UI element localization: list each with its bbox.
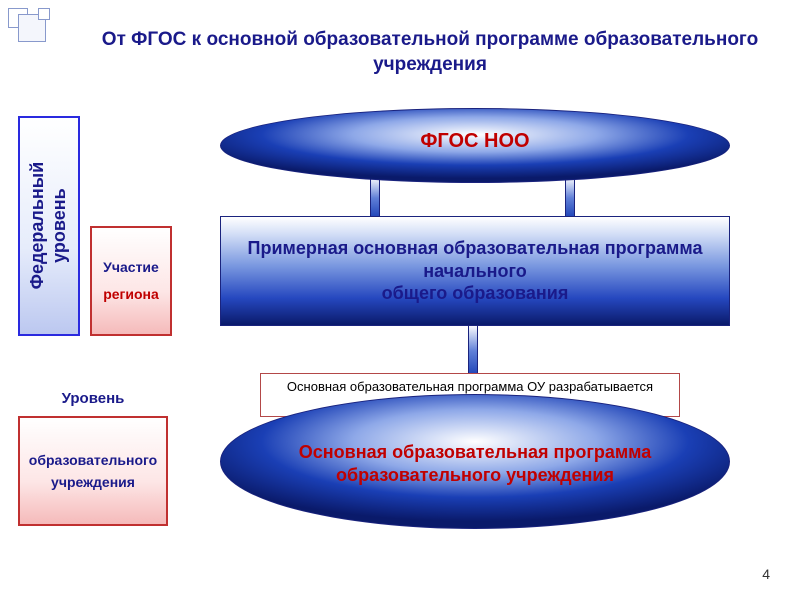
institution-level-text: образовательного учреждения xyxy=(26,449,160,494)
federal-level-box: Федеральныйуровень xyxy=(18,116,80,336)
sample-program-label: Примерная основная образовательная прогр… xyxy=(235,237,715,305)
institution-heading-text: Уровень xyxy=(62,390,125,407)
fgos-ellipse: ФГОС НОО xyxy=(220,108,730,183)
page-number: 4 xyxy=(762,566,770,582)
institution-heading: Уровень xyxy=(18,390,168,407)
region-line1: Участие xyxy=(103,259,159,277)
federal-level-label: Федеральныйуровень xyxy=(27,162,70,290)
connector-top-right xyxy=(565,176,575,220)
fgos-label: ФГОС НОО xyxy=(420,130,529,153)
slide-title: От ФГОС к основной образовательной прогр… xyxy=(100,28,760,77)
main-program-label: Основная образовательная программа образ… xyxy=(221,441,729,486)
institution-level-box: образовательного учреждения xyxy=(18,416,168,526)
sample-program-box: Примерная основная образовательная прогр… xyxy=(220,216,730,326)
region-line2: региона xyxy=(103,286,159,304)
main-program-ellipse: Основная образовательная программа образ… xyxy=(220,394,730,529)
connector-mid-bottom xyxy=(468,324,478,378)
region-box: Участие региона xyxy=(90,226,172,336)
connector-top-left xyxy=(370,176,380,220)
slide-title-text: От ФГОС к основной образовательной прогр… xyxy=(102,29,758,75)
